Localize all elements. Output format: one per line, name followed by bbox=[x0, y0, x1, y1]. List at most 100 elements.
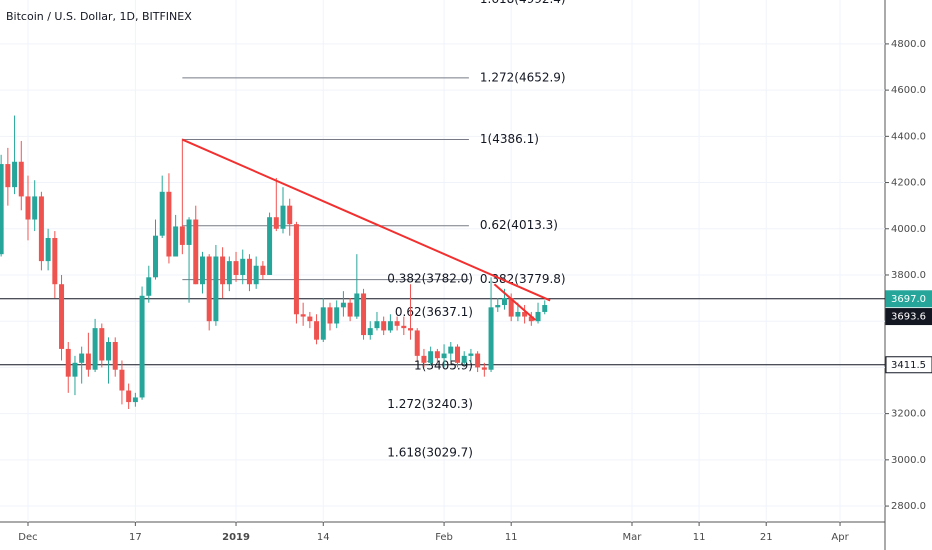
candle-body bbox=[72, 362, 78, 377]
candle-body bbox=[414, 330, 420, 356]
y-tick-label: 4800.0 bbox=[891, 39, 926, 50]
candle-body bbox=[408, 328, 414, 331]
candle-body bbox=[387, 321, 393, 331]
candle-body bbox=[394, 321, 400, 326]
candle-body bbox=[441, 353, 447, 359]
candle-body bbox=[213, 256, 219, 322]
x-tick-label: 11 bbox=[505, 532, 518, 543]
candle-body bbox=[52, 238, 58, 285]
x-tick-label: Dec bbox=[18, 532, 37, 543]
candle-body bbox=[381, 321, 387, 331]
y-tick-label: 4400.0 bbox=[891, 131, 926, 142]
candle-body bbox=[300, 314, 306, 317]
fib-label: 0.382(3779.8) bbox=[480, 272, 566, 286]
fib-label: 0.382(3782.0) bbox=[387, 272, 473, 286]
candle-body bbox=[475, 353, 481, 368]
y-tick-label: 3200.0 bbox=[891, 409, 926, 420]
candle-body bbox=[186, 219, 192, 245]
y-tick-label: 3000.0 bbox=[891, 455, 926, 466]
candle-body bbox=[340, 302, 346, 308]
candle-body bbox=[367, 328, 373, 336]
x-tick-label: Apr bbox=[831, 532, 849, 543]
candle-body bbox=[280, 205, 286, 229]
candle-body bbox=[32, 196, 38, 220]
candle-body bbox=[65, 348, 71, 377]
x-tick-label: Mar bbox=[623, 532, 643, 543]
candle-body bbox=[206, 256, 212, 322]
candle-body bbox=[273, 217, 279, 229]
candle-body bbox=[193, 219, 199, 285]
candle-body bbox=[199, 256, 205, 285]
candle-body bbox=[287, 205, 293, 225]
candle-body bbox=[112, 341, 118, 370]
x-tick-label: 11 bbox=[693, 532, 706, 543]
candle-body bbox=[461, 355, 467, 363]
price-label: 3693.6 bbox=[891, 312, 926, 323]
x-tick-label: 21 bbox=[760, 532, 773, 543]
y-tick-label: 4200.0 bbox=[891, 178, 926, 189]
candle-body bbox=[106, 341, 112, 361]
candle-body bbox=[481, 367, 487, 370]
candle-body bbox=[260, 265, 266, 275]
candle-body bbox=[522, 311, 528, 317]
candle-body bbox=[327, 307, 333, 324]
candle-body bbox=[454, 346, 460, 363]
candle-body bbox=[495, 305, 501, 308]
candle-body bbox=[18, 161, 24, 197]
candle-body bbox=[233, 261, 239, 275]
y-tick-label: 4000.0 bbox=[891, 224, 926, 235]
candle-body bbox=[220, 256, 226, 285]
x-tick-label: Feb bbox=[435, 532, 453, 543]
price-label: 3411.5 bbox=[891, 360, 926, 371]
x-tick-label: 17 bbox=[129, 532, 142, 543]
fib-label: 0.62(4013.3) bbox=[480, 218, 558, 232]
x-tick-label: 14 bbox=[317, 532, 330, 543]
candle-body bbox=[159, 191, 165, 236]
fib-label: 1(4386.1) bbox=[480, 132, 539, 146]
candle-body bbox=[99, 328, 105, 361]
candle-body bbox=[508, 298, 514, 317]
candle-body bbox=[146, 277, 152, 296]
candle-body bbox=[354, 293, 360, 317]
price-label: 3697.0 bbox=[891, 294, 926, 305]
price-label-box bbox=[885, 356, 932, 374]
candle-body bbox=[535, 311, 541, 322]
candle-body bbox=[59, 284, 65, 349]
x-tick-label: 2019 bbox=[222, 532, 250, 543]
candle-body bbox=[314, 321, 320, 340]
candle-body bbox=[488, 307, 494, 370]
candle-body bbox=[246, 258, 252, 285]
candle-body bbox=[92, 328, 98, 370]
candle-body bbox=[85, 353, 91, 370]
candle-body bbox=[421, 355, 427, 363]
candle-body bbox=[119, 369, 125, 391]
candle-body bbox=[5, 164, 11, 188]
candle-body bbox=[179, 226, 185, 245]
y-tick-label: 3800.0 bbox=[891, 270, 926, 281]
candle-body bbox=[0, 164, 4, 255]
candle-body bbox=[226, 261, 232, 285]
candle-body bbox=[347, 302, 353, 317]
candle-body bbox=[45, 238, 51, 262]
fib-label: 1.272(3240.3) bbox=[387, 397, 473, 411]
candle-body bbox=[173, 226, 179, 257]
candle-body bbox=[448, 346, 454, 354]
chart-title: Bitcoin / U.S. Dollar, 1D, BITFINEX bbox=[6, 10, 192, 23]
candle-body bbox=[12, 161, 18, 188]
price-label-box bbox=[885, 290, 932, 308]
candle-body bbox=[334, 307, 340, 324]
fib-label: 1.618(3029.7) bbox=[387, 445, 473, 459]
candle-body bbox=[253, 265, 259, 285]
candle-body bbox=[374, 321, 380, 329]
candle-body bbox=[501, 298, 507, 306]
candle-body bbox=[307, 316, 313, 322]
candle-body bbox=[428, 351, 434, 363]
price-label-box bbox=[885, 308, 932, 326]
fib-label: 1.618(4992.4) bbox=[480, 0, 566, 6]
candle-body bbox=[361, 293, 367, 336]
candle-body bbox=[401, 325, 407, 329]
candle-body bbox=[293, 224, 299, 315]
y-tick-label: 2800.0 bbox=[891, 501, 926, 512]
trendline bbox=[181, 138, 551, 302]
y-tick-label: 4600.0 bbox=[891, 85, 926, 96]
